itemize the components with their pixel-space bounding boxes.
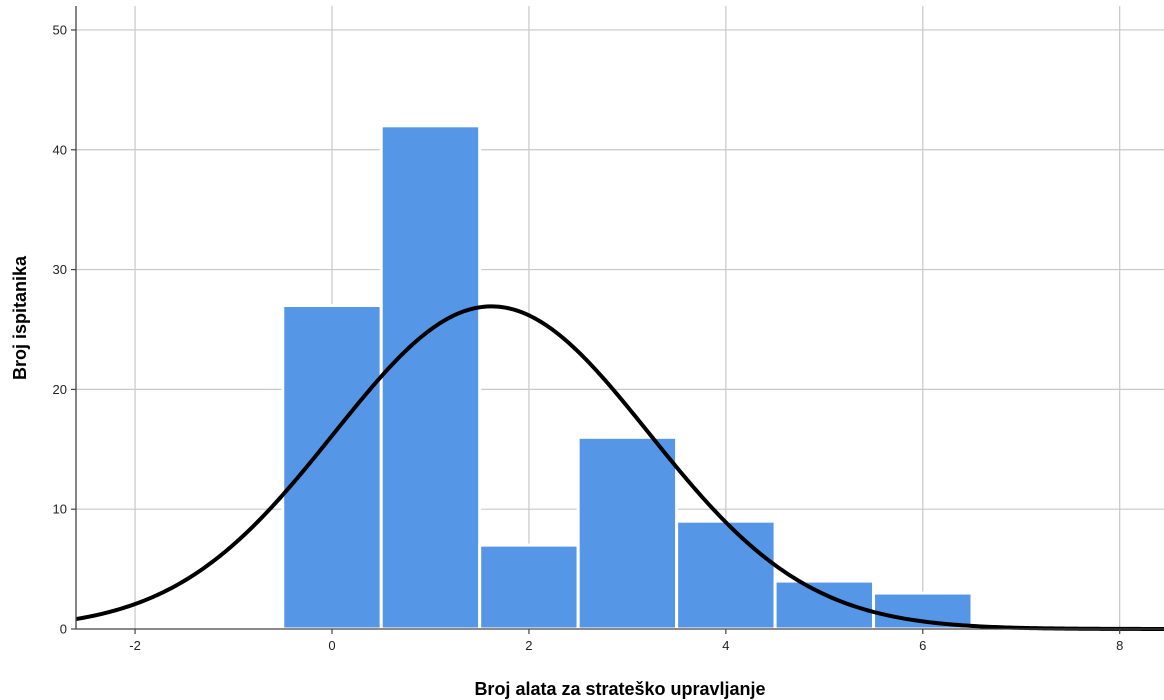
- normal-curve: [75, 304, 1164, 631]
- histogram-bar: [675, 519, 777, 631]
- x-tick-label: 6: [919, 638, 926, 653]
- x-tick-label: 0: [328, 638, 335, 653]
- x-tick-label: 2: [525, 638, 532, 653]
- y-tick-labels: 0 10 20 30 40 50: [53, 22, 76, 637]
- histogram-bar: [281, 304, 383, 631]
- y-tick-label: 30: [53, 262, 67, 277]
- histogram-bar: [773, 579, 876, 631]
- x-tick-label: 4: [722, 638, 729, 653]
- histogram-bar: [576, 435, 679, 631]
- x-axis-title: Broj alata za strateško upravljanje: [474, 679, 765, 699]
- y-axis-title: Broj ispitanika: [10, 255, 30, 380]
- x-tick-label: -2: [129, 638, 141, 653]
- grid: [76, 6, 1164, 629]
- bars: [281, 124, 974, 631]
- y-tick-label: 50: [53, 22, 67, 37]
- x-tick-labels: -2 0 2 4 6 8: [129, 629, 1123, 653]
- y-tick-label: 20: [53, 382, 67, 397]
- y-tick-label: 10: [53, 502, 67, 517]
- histogram-bar: [478, 543, 580, 631]
- y-tick-label: 40: [53, 142, 67, 157]
- y-tick-label: 0: [60, 622, 67, 637]
- histogram-bar: [379, 124, 482, 631]
- x-tick-label: 8: [1116, 638, 1123, 653]
